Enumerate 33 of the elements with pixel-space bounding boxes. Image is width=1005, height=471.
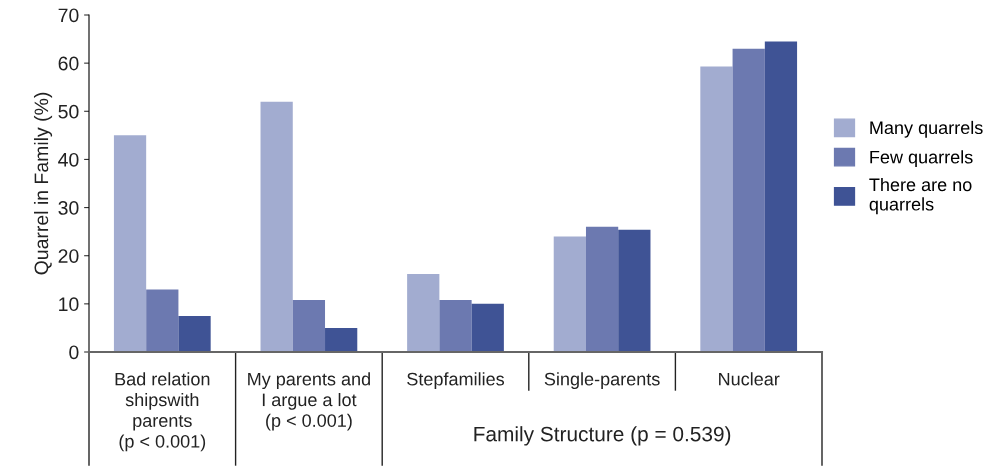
text: Family Structure (p = 0.539) — [474, 426, 731, 446]
y-tick-label: 30 — [58, 201, 79, 215]
legend-label: Many quarrels — [870, 120, 983, 138]
y-tick-label: 10 — [59, 297, 79, 312]
bar — [700, 66, 733, 352]
y-tick-label: 40 — [58, 152, 79, 167]
x-tick-label: Stepfamilies — [407, 372, 505, 390]
y-tick-label: 0 — [69, 345, 79, 360]
bar — [146, 289, 179, 352]
y-tick-label: 60 — [58, 56, 79, 71]
bar — [260, 101, 293, 352]
y-tick-label: 50 — [58, 104, 79, 119]
x-tick-label: Bad relation shipswith parents (p < 0.001) — [115, 372, 210, 452]
bar — [178, 315, 211, 352]
bar — [585, 226, 619, 352]
x-tick-label: Nuclear — [719, 372, 780, 386]
x-tick-label: My parents and I argue a lot (p < 0.001) — [248, 372, 370, 431]
bar — [732, 48, 765, 352]
bar — [618, 229, 651, 352]
y-tick-label: 20 — [58, 249, 79, 263]
bar — [113, 135, 147, 352]
bar — [553, 236, 586, 352]
bar — [407, 274, 440, 352]
bar — [325, 327, 358, 352]
y-axis-title: Quarrel in Family (%) — [33, 92, 53, 275]
bar — [471, 303, 504, 352]
bar — [764, 41, 798, 352]
legend-label: Few quarrels — [870, 150, 973, 168]
legend-label: There are no quarrels — [869, 177, 972, 215]
y-tick-label: 70 — [58, 8, 79, 23]
bar — [439, 300, 472, 352]
x-tick-label: Single-parents — [544, 372, 660, 390]
bar — [292, 300, 326, 352]
